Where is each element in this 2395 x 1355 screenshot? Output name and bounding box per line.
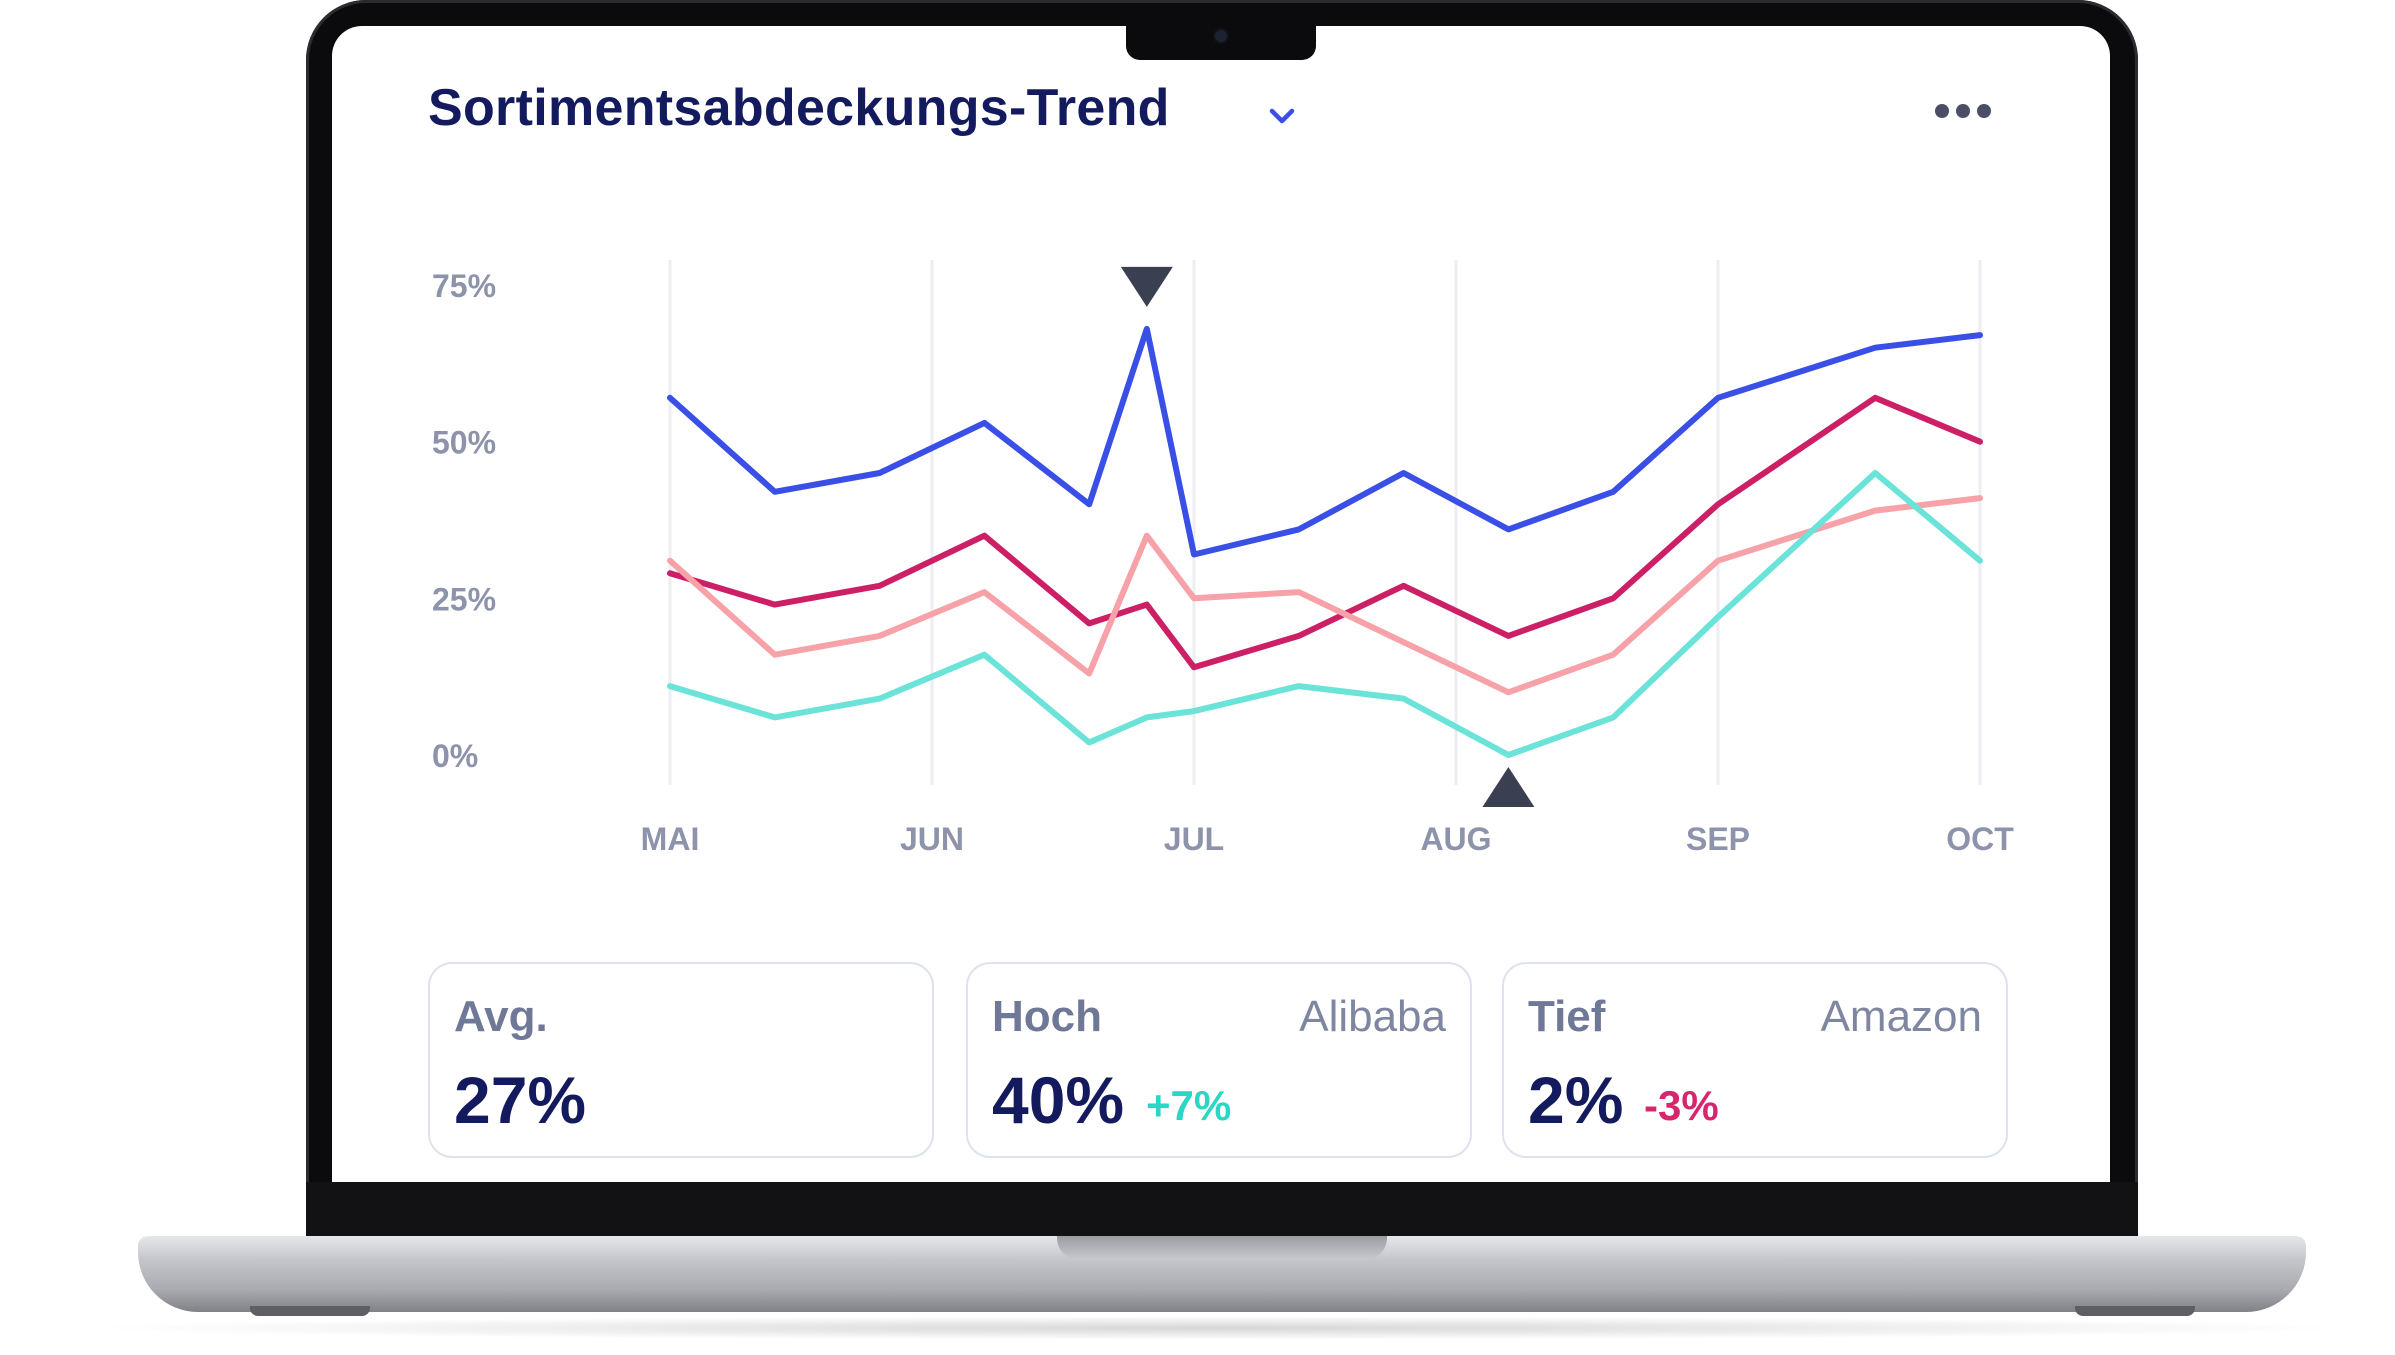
stat-value: 27% (454, 1063, 587, 1137)
x-tick-label: SEP (1686, 821, 1750, 857)
stat-delta: -3% (1644, 1082, 1719, 1129)
laptop-shadow (80, 1316, 2360, 1340)
min-marker-icon (1482, 767, 1535, 807)
chevron-down-icon[interactable] (1262, 96, 1302, 136)
laptop-foot-right (2075, 1306, 2195, 1316)
camera-icon (1215, 30, 1227, 42)
y-tick-label: 0% (432, 738, 478, 774)
stat-label: Tief (1528, 992, 1606, 1041)
stat-source: Amazon (1820, 992, 1982, 1041)
page-title[interactable]: Sortimentsabdeckungs-Trend (428, 79, 1170, 137)
x-tick-label: JUN (900, 821, 964, 857)
stat-value: 2% (1528, 1063, 1624, 1137)
stat-card-low: Tief Amazon 2% -3% (1502, 962, 2008, 1158)
dot (1977, 104, 1991, 118)
x-tick-label: JUL (1164, 821, 1224, 857)
x-tick-label: AUG (1420, 821, 1491, 857)
x-tick-label: MAI (641, 821, 700, 857)
laptop-foot-left (250, 1306, 370, 1316)
y-tick-label: 25% (432, 581, 496, 617)
stat-source: Alibaba (1299, 992, 1446, 1041)
series-line-3 (667, 495, 1983, 696)
stat-card-high: Hoch Alibaba 40% +7% (966, 962, 1472, 1158)
max-marker-icon (1120, 266, 1173, 307)
dot (1956, 104, 1970, 118)
trend-chart: 75% 50% 25% 0% MAI JUN JUL AUG SEP OCT (432, 260, 2014, 857)
series-line-1 (667, 325, 1983, 558)
series-line-2 (667, 394, 1983, 671)
x-tick-label: OCT (1946, 821, 2014, 857)
series-line-4 (667, 470, 1983, 758)
stat-label: Avg. (454, 992, 548, 1041)
dot (1935, 104, 1949, 118)
stat-value: 40% (992, 1063, 1125, 1137)
lid-opening-groove (1057, 1236, 1387, 1260)
more-options-icon[interactable] (1935, 96, 2005, 126)
stat-delta: +7% (1146, 1082, 1232, 1129)
y-tick-label: 75% (432, 268, 496, 304)
y-tick-label: 50% (432, 425, 496, 461)
screen-bezel-bottom (306, 1182, 2138, 1236)
stat-label: Hoch (992, 992, 1102, 1041)
stat-card-average: Avg. 27% (428, 962, 934, 1158)
